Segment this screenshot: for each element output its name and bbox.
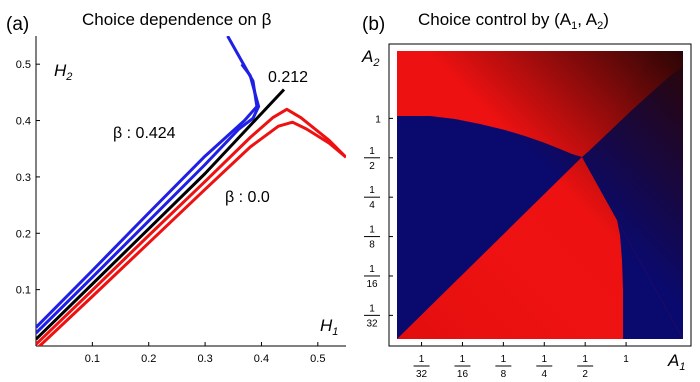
y-tick-label: 0.4 — [16, 116, 31, 128]
b-y-tick-numerator: 1 — [369, 146, 375, 157]
b-y-tick-numerator: 1 — [369, 185, 375, 196]
b-x-tick-denominator: 4 — [541, 369, 547, 380]
annotation-0212: 0.212 — [268, 69, 308, 86]
x-tick-label: 0.1 — [85, 353, 100, 365]
panel-b-label: (b) — [362, 14, 385, 35]
b-x-tick-denominator: 8 — [501, 369, 507, 380]
x-tick-label: 0.2 — [141, 353, 156, 365]
b-x-tick-numerator: 1 — [419, 354, 425, 365]
panel-a-label: (a) — [6, 14, 29, 35]
b-x-tick-numerator: 1 — [541, 354, 547, 365]
panel-b-ylabel: A2 — [361, 47, 379, 69]
x-tick-label: 0.5 — [310, 353, 325, 365]
heatmap-area — [388, 43, 692, 347]
b-x-tick-denominator: 2 — [582, 369, 588, 380]
x-tick-label: 0.4 — [254, 353, 269, 365]
panel-a-title: Choice dependence on β — [82, 10, 272, 29]
b-x-tick-numerator: 1 — [460, 354, 466, 365]
panel-a-xlabel: H1 — [320, 316, 338, 338]
series-line-1 — [36, 63, 261, 335]
panel-b-xlabel: A1 — [667, 351, 685, 373]
annotation-beta-00: β : 0.0 — [225, 189, 270, 206]
series-line-3 — [36, 107, 346, 346]
x-tick-label: 0.3 — [197, 353, 212, 365]
panel-b-title: Choice control by (A1, A2) — [418, 10, 609, 32]
annotation-beta-0424: β : 0.424 — [113, 125, 176, 142]
series-line-4 — [37, 120, 346, 346]
y-tick-label: 0.2 — [16, 228, 31, 240]
panel-a: (a) Choice dependence on β 0.1 0.2 0.3 0.4 0… — [6, 10, 346, 365]
y-tick-label: 0.3 — [16, 172, 31, 184]
heatmap-corner-shade — [397, 51, 683, 339]
b-y-tick-numerator: 1 — [369, 225, 375, 236]
b-x-tick-numerator: 1 — [623, 354, 629, 365]
b-y-tick-denominator: 32 — [366, 318, 378, 329]
b-x-tick-numerator: 1 — [582, 354, 588, 365]
b-x-tick-denominator: 32 — [416, 369, 428, 380]
b-x-tick-numerator: 1 — [501, 354, 507, 365]
y-tick-label: 0.5 — [16, 59, 31, 71]
b-y-tick-denominator: 4 — [369, 200, 375, 211]
panel-a-ylabel: H2 — [54, 61, 72, 83]
series-line-2 — [36, 88, 286, 341]
b-y-tick-numerator: 1 — [369, 264, 375, 275]
b-y-tick-denominator: 2 — [369, 161, 375, 172]
panel-b-frame — [388, 43, 692, 347]
b-y-tick-denominator: 8 — [369, 240, 375, 251]
b-x-tick-denominator: 16 — [457, 369, 469, 380]
b-y-tick-denominator: 16 — [366, 279, 378, 290]
y-tick-label: 0.1 — [16, 285, 31, 297]
panel-b: (b) Choice control by (A1, A2) A2 A1 — [361, 10, 692, 380]
b-y-tick-label: 1 — [375, 114, 381, 125]
b-y-tick-numerator: 1 — [369, 303, 375, 314]
